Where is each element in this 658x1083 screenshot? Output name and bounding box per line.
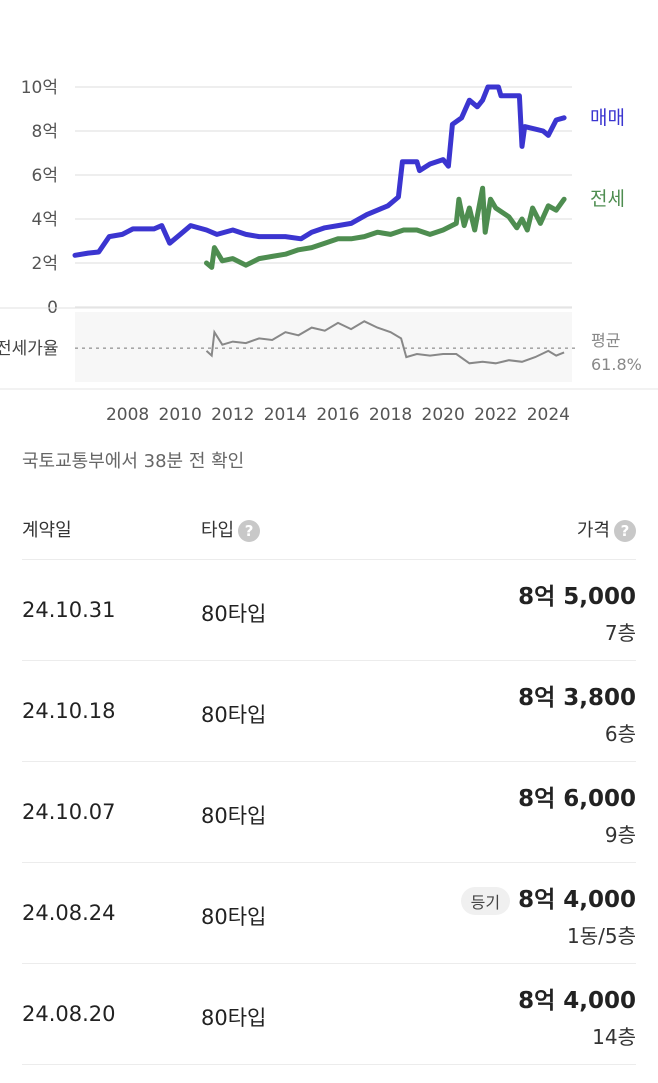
floor: 1동/5층 xyxy=(567,924,636,948)
price: 8억 5,000 xyxy=(518,577,636,611)
sale-price-line xyxy=(72,84,567,258)
header-price-label: 가격 xyxy=(576,520,610,541)
y-tick-label: 2억 xyxy=(32,254,58,274)
jeonse-legend-label: 전세 xyxy=(590,188,625,210)
average-value: 61.8% xyxy=(591,355,642,374)
row-divider xyxy=(22,862,636,863)
jeonse-ratio-line xyxy=(205,320,565,365)
table-row[interactable]: 24.08.24 80타입 등기 8억 4,000 1동/5층 xyxy=(0,863,658,964)
x-tick-label: 2012 xyxy=(211,405,254,425)
floor: 6층 xyxy=(604,722,636,746)
floor: 9층 xyxy=(604,823,636,847)
jeonse-price-line xyxy=(204,185,567,270)
unit-type: 80타입 xyxy=(201,602,267,626)
unit-type: 80타입 xyxy=(201,905,267,929)
price: 8억 3,800 xyxy=(518,678,636,712)
row-divider xyxy=(22,559,636,560)
row-divider xyxy=(22,963,636,964)
price: 8억 4,000 xyxy=(518,981,636,1015)
y-tick-label: 6억 xyxy=(32,166,58,186)
x-tick-label: 2018 xyxy=(369,405,412,425)
table-row[interactable]: 24.10.31 80타입 8억 5,000 7층 xyxy=(0,560,658,661)
average-label: 평균 xyxy=(591,331,620,350)
row-divider xyxy=(22,1064,636,1065)
contract-date: 24.10.31 xyxy=(22,598,116,622)
x-tick-label: 2014 xyxy=(264,405,307,425)
ratio-label: 전세가율 xyxy=(0,339,59,359)
x-tick-label: 2022 xyxy=(474,405,517,425)
ratio-panel xyxy=(75,312,572,382)
contract-date: 24.08.20 xyxy=(22,1002,116,1026)
y-tick-label: 4억 xyxy=(32,210,58,230)
price: 8억 6,000 xyxy=(518,779,636,813)
header-type-label: 타입 xyxy=(201,520,235,541)
x-tick-label: 2024 xyxy=(527,405,570,425)
price-value: 8억 3,800 xyxy=(518,685,636,711)
header-price: 가격? xyxy=(577,516,636,542)
y-tick-label: 10억 xyxy=(21,78,58,98)
header-date: 계약일 xyxy=(22,520,72,541)
y-tick-label: 8억 xyxy=(32,122,58,142)
data-source-text: 국토교통부에서 38분 전 확인 xyxy=(22,451,245,472)
floor: 7층 xyxy=(604,621,636,645)
registered-badge: 등기 xyxy=(460,886,511,915)
x-tick-label: 2020 xyxy=(422,405,465,425)
table-row[interactable]: 24.10.18 80타입 8억 3,800 6층 xyxy=(0,661,658,762)
unit-type: 80타입 xyxy=(201,703,267,727)
header-type: 타입? xyxy=(201,516,261,542)
price-value: 8억 5,000 xyxy=(518,584,636,610)
help-icon[interactable]: ? xyxy=(614,520,636,542)
table-row[interactable]: 24.08.20 80타입 8억 4,000 14층 xyxy=(0,964,658,1065)
table-row[interactable]: 24.10.07 80타입 8억 6,000 9층 xyxy=(0,762,658,863)
price: 등기 8억 4,000 xyxy=(460,880,636,915)
help-icon[interactable]: ? xyxy=(238,520,261,542)
x-tick-label: 2008 xyxy=(106,405,149,425)
unit-type: 80타입 xyxy=(201,1006,267,1030)
contract-date: 24.10.18 xyxy=(22,699,116,723)
price-value: 8억 4,000 xyxy=(518,988,636,1014)
price-value: 8억 6,000 xyxy=(518,786,636,812)
row-divider xyxy=(22,761,636,762)
sale-legend-label: 매매 xyxy=(590,107,625,129)
price-value: 8억 4,000 xyxy=(518,887,636,913)
contract-date: 24.10.07 xyxy=(22,800,116,824)
x-tick-label: 2016 xyxy=(316,405,359,425)
row-divider xyxy=(22,660,636,661)
x-tick-label: 2010 xyxy=(159,405,202,425)
unit-type: 80타입 xyxy=(201,804,267,828)
floor: 14층 xyxy=(592,1025,636,1049)
contract-date: 24.08.24 xyxy=(22,901,116,925)
